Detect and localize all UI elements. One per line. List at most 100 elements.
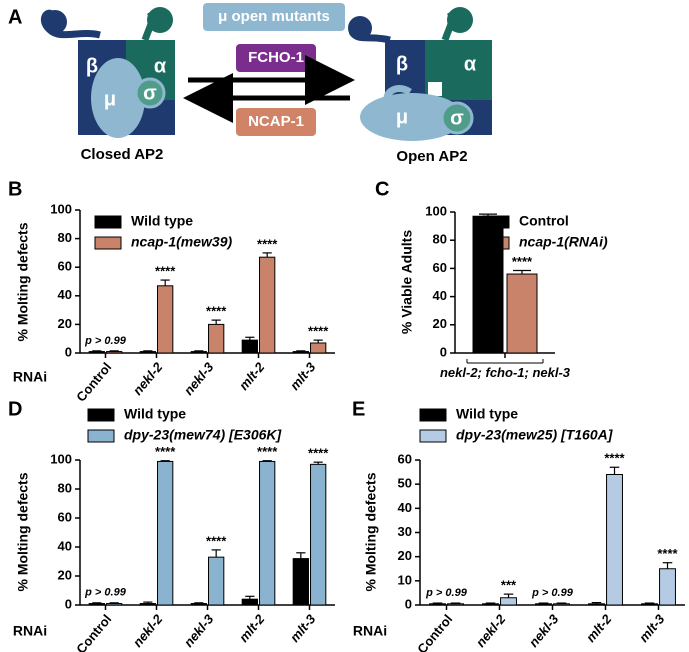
- y-tick-label: 80: [433, 232, 447, 247]
- bar: [659, 568, 676, 606]
- x-tick-label: nekl-3: [181, 611, 217, 650]
- x-tick-label: nekl-2; fcho-1; nekl-3: [439, 365, 571, 380]
- y-axis-label: % Molting defects: [15, 222, 31, 341]
- bar: [190, 603, 207, 606]
- y-tick-label: 60: [433, 260, 447, 275]
- panel-label: A: [8, 6, 22, 28]
- bar: [106, 351, 123, 354]
- y-axis-label: % Viable Adults: [399, 230, 415, 334]
- x-tick-label: mlt-2: [236, 611, 268, 645]
- sigma: [134, 77, 166, 109]
- x-tick-label: nekl-2: [130, 611, 166, 650]
- y-tick-label: 100: [50, 201, 72, 216]
- gap: [428, 82, 442, 96]
- bar: [500, 597, 517, 606]
- bar: [472, 215, 504, 354]
- panel: C % Viable Adults 0 20 40 60 80 100 Control ncap-…: [375, 178, 608, 380]
- legend-label: ncap-1(RNAi): [519, 234, 608, 250]
- panel-label: B: [8, 178, 22, 200]
- ear-head: [147, 7, 173, 33]
- significance-label: p > 0.99: [531, 587, 574, 599]
- bar: [139, 351, 156, 354]
- y-tick-label: 0: [65, 596, 72, 611]
- x-tick-label: nekl-2: [473, 611, 509, 650]
- x-axis-label: RNAi: [353, 623, 387, 639]
- bar: [190, 351, 207, 354]
- bar: [292, 558, 309, 606]
- y-tick-label: 0: [440, 344, 447, 359]
- significance-label: ****: [657, 546, 678, 561]
- subunit-label: α: [464, 53, 477, 75]
- bar: [641, 603, 658, 606]
- subunit-label: β: [396, 53, 408, 75]
- y-tick-label: 20: [433, 316, 447, 331]
- forward-label: FCHO-1: [248, 49, 304, 66]
- bar: [606, 474, 623, 606]
- legend-label: Wild type: [456, 406, 518, 422]
- subunit-label: β: [86, 55, 98, 77]
- bar: [310, 463, 327, 606]
- bar: [310, 342, 327, 354]
- legend-label: Wild type: [131, 213, 193, 229]
- x-tick-label: nekl-2: [130, 359, 166, 398]
- ear-head: [348, 16, 372, 40]
- bar: [241, 339, 258, 354]
- legend-swatch: [94, 215, 122, 229]
- panel-label: D: [8, 398, 22, 420]
- x-axis-label: RNAi: [13, 369, 47, 385]
- bar: [292, 351, 309, 354]
- significance-label: ****: [308, 446, 329, 461]
- significance-label: p > 0.99: [84, 587, 127, 599]
- bar: [506, 273, 538, 354]
- significance-label: ****: [206, 304, 227, 319]
- bar: [535, 603, 552, 606]
- y-tick-label: 30: [398, 524, 412, 539]
- reverse-label: NCAP-1: [248, 113, 304, 130]
- label-box: [236, 108, 316, 136]
- open-ap2: β α μ σ Open AP2: [348, 7, 492, 165]
- label-box: [203, 3, 345, 31]
- bar: [106, 603, 123, 606]
- state-label: Closed AP2: [81, 146, 164, 163]
- y-tick-label: 20: [58, 316, 72, 331]
- panel: D % Molting defects 0 20 40 60 80 100 Wild type d…: [8, 398, 335, 652]
- subunit-label: μ: [104, 88, 116, 110]
- y-tick-label: 80: [58, 230, 72, 245]
- y-tick-label: 40: [433, 288, 447, 303]
- y-tick-label: 20: [398, 548, 412, 563]
- x-tick-label: Control: [414, 611, 455, 652]
- bar: [208, 556, 225, 606]
- bar: [447, 603, 464, 606]
- y-tick-label: 40: [58, 538, 72, 553]
- mutants-label: μ open mutants: [218, 8, 330, 25]
- y-tick-label: 60: [58, 509, 72, 524]
- significance-label: ****: [155, 444, 176, 459]
- y-tick-label: 60: [58, 259, 72, 274]
- y-axis-label: % Molting defects: [363, 472, 379, 591]
- x-tick-label: Control: [73, 611, 114, 652]
- bar: [241, 598, 258, 606]
- significance-label: p > 0.99: [425, 587, 468, 599]
- y-tick-label: 80: [58, 480, 72, 495]
- significance-label: ****: [308, 324, 329, 339]
- x-tick-label: nekl-3: [181, 359, 217, 398]
- ear-head: [447, 7, 473, 33]
- y-tick-label: 100: [50, 451, 72, 466]
- significance-label: ****: [257, 444, 278, 459]
- bar: [139, 603, 156, 606]
- bar: [259, 256, 276, 354]
- bar: [157, 460, 174, 606]
- x-tick-label: mlt-2: [236, 359, 268, 393]
- significance-label: ****: [155, 264, 176, 279]
- mu-domain: [360, 93, 464, 141]
- subunit-label: α: [154, 55, 167, 77]
- panel-label: C: [375, 178, 389, 200]
- x-axis-label: RNAi: [13, 623, 47, 639]
- legend-swatch: [419, 429, 447, 443]
- sigma: [440, 101, 474, 135]
- y-axis-label: % Molting defects: [15, 472, 31, 591]
- y-tick-label: 10: [398, 572, 412, 587]
- x-tick-label: nekl-3: [526, 611, 562, 650]
- bar: [482, 603, 499, 606]
